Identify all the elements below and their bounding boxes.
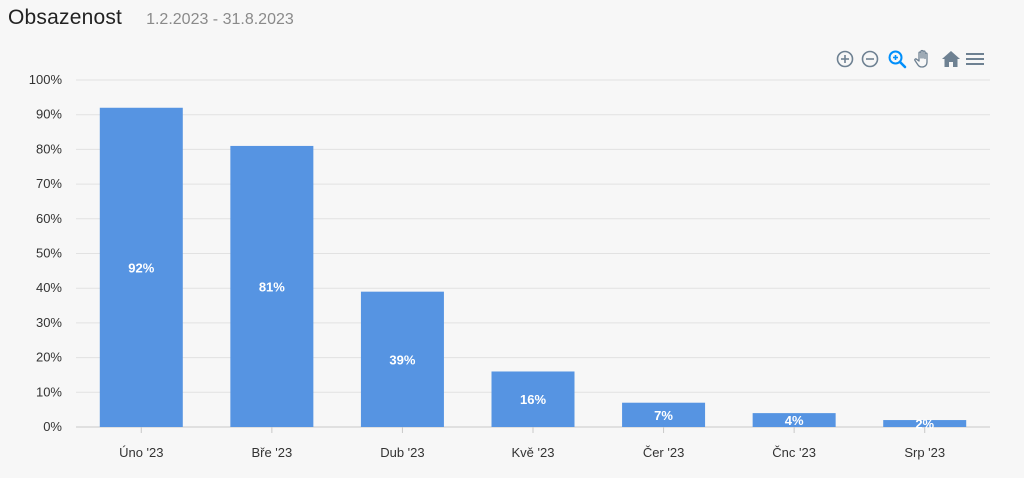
x-tick-label: Dub '23	[380, 445, 424, 460]
bar[interactable]	[99, 107, 183, 427]
x-tick-label: Kvě '23	[512, 445, 555, 460]
date-range: 1.2.2023 - 31.8.2023	[146, 11, 294, 28]
y-tick-label: 80%	[36, 141, 62, 156]
bar[interactable]	[883, 420, 967, 427]
chart-toolbar	[834, 48, 990, 70]
chart-header: Obsazenost 1.2.2023 - 31.8.2023	[8, 6, 294, 34]
x-tick-label: Bře '23	[251, 445, 292, 460]
bar-data-label: 7%	[654, 408, 673, 423]
y-tick-label: 40%	[36, 280, 62, 295]
zoom-in-icon[interactable]	[834, 48, 856, 70]
menu-icon[interactable]	[964, 48, 986, 70]
zoom-out-icon[interactable]	[859, 48, 881, 70]
bars: 92% 81% 39% 16% 7% 4% 2%	[99, 107, 967, 432]
y-tick-label: 30%	[36, 315, 62, 330]
reset-home-icon[interactable]	[940, 48, 962, 70]
y-axis-ticks: 0% 10% 20% 30% 40% 50% 60% 70% 80% 90% 100%	[29, 72, 63, 434]
bar[interactable]	[752, 413, 836, 427]
y-tick-label: 60%	[36, 211, 62, 226]
x-tick-label: Čnc '23	[772, 445, 816, 460]
x-tick-label: Úno '23	[119, 445, 163, 460]
y-tick-label: 90%	[36, 107, 62, 122]
bar[interactable]	[622, 402, 706, 427]
y-tick-label: 50%	[36, 246, 62, 261]
x-axis-ticks: Úno '23 Bře '23 Dub '23 Kvě '23 Čer '23 Čnc '…	[119, 427, 945, 460]
bar[interactable]	[491, 371, 575, 427]
bar-data-label: 16%	[520, 392, 546, 407]
x-tick-label: Čer '23	[643, 445, 685, 460]
bar-data-label: 4%	[785, 413, 804, 428]
y-tick-label: 0%	[43, 419, 62, 434]
bar-data-label: 81%	[259, 279, 285, 294]
y-tick-label: 10%	[36, 384, 62, 399]
bar[interactable]	[230, 145, 314, 427]
y-tick-label: 70%	[36, 176, 62, 191]
y-tick-label: 100%	[29, 72, 63, 87]
bar-data-label: 2%	[915, 417, 934, 432]
x-tick-label: Srp '23	[904, 445, 945, 460]
chart-title: Obsazenost	[8, 6, 123, 29]
pan-hand-icon[interactable]	[912, 48, 934, 70]
y-tick-label: 20%	[36, 350, 62, 365]
zoom-selection-icon[interactable]	[886, 48, 908, 70]
bar[interactable]	[360, 291, 444, 427]
bar-data-label: 92%	[128, 260, 154, 275]
bar-data-label: 39%	[389, 352, 415, 367]
